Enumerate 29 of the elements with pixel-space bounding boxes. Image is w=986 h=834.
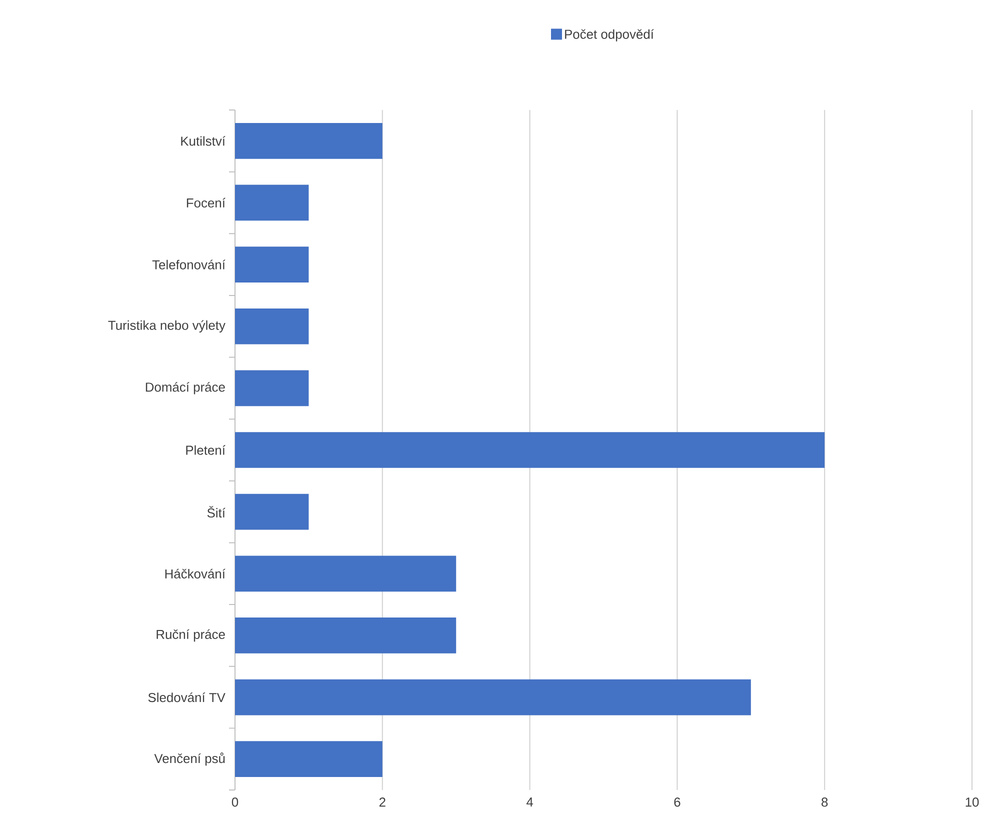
bar — [235, 494, 309, 530]
bar — [235, 618, 456, 654]
bar — [235, 370, 309, 406]
y-tick-label: Turistika nebo výlety — [108, 320, 226, 332]
y-tick-label: Telefonování — [152, 260, 226, 270]
bar — [235, 122, 382, 159]
bar — [235, 308, 309, 344]
y-tick-label: Domácí práce — [146, 382, 225, 394]
y-tick-label: Sledování TV — [148, 692, 226, 702]
bar — [235, 184, 309, 221]
x-tick-label: 8 — [822, 798, 828, 807]
y-tick-label: Pletení — [186, 445, 226, 455]
y-tick-label: Ruční práce — [156, 629, 225, 642]
x-tick-label: 2 — [379, 798, 386, 807]
y-tick-label: Kutilství — [181, 136, 226, 146]
bar — [235, 679, 751, 716]
y-tick-label: Háčkování — [165, 568, 226, 578]
bar — [235, 432, 825, 468]
x-tick-label: 6 — [674, 798, 680, 807]
y-tick-label: Focení — [186, 198, 226, 208]
y-tick-label: Venčení psů — [154, 752, 225, 766]
bar — [235, 246, 309, 282]
x-tick-label: 0 — [232, 798, 238, 807]
x-tick-label: 4 — [526, 798, 534, 806]
x-tick-label: 10 — [966, 798, 979, 807]
bar — [235, 741, 382, 778]
legend-label: Počet odpovědí — [565, 29, 654, 42]
y-tick-label: Šití — [207, 506, 226, 518]
bar — [235, 556, 456, 592]
